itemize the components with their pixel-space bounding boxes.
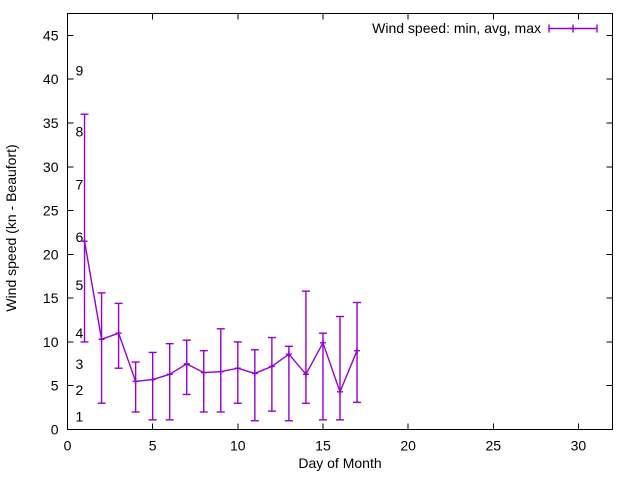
data-point-day-3 (115, 330, 122, 337)
beaufort-label-8: 8 (76, 124, 84, 140)
beaufort-label-3: 3 (76, 356, 84, 372)
errorbar-day-14 (301, 290, 310, 404)
errorbar-day-4 (131, 361, 140, 413)
beaufort-label-2: 2 (76, 382, 84, 398)
data-point-day-4 (132, 378, 139, 385)
data-point-day-1 (81, 238, 88, 245)
data-point-day-11 (251, 370, 258, 377)
y-tick-label-5: 25 (43, 203, 59, 219)
y-tick-label-1: 5 (51, 378, 59, 394)
x-tick-label-4: 20 (400, 438, 416, 454)
beaufort-label-4: 4 (76, 325, 84, 341)
legend-line-sample (548, 24, 598, 33)
legend-label: Wind speed: min, avg, max (372, 20, 541, 36)
x-tick-label-0: 0 (64, 438, 72, 454)
data-point-day-15 (319, 339, 326, 346)
beaufort-label-1: 1 (76, 408, 84, 424)
y-tick-label-8: 40 (43, 71, 59, 87)
data-point-day-8 (200, 369, 207, 376)
y-tick-label-3: 15 (43, 290, 59, 306)
errorbar-day-15 (318, 332, 327, 421)
data-point-day-9 (217, 368, 224, 375)
errorbar-day-10 (233, 341, 242, 404)
data-point-day-2 (98, 336, 105, 343)
errorbar-day-13 (284, 345, 293, 422)
beaufort-label-5: 5 (76, 277, 84, 293)
x-tick-label-5: 25 (485, 438, 501, 454)
y-tick-label-7: 35 (43, 115, 59, 131)
beaufort-scale-labels: 1 2 3 4 5 6 7 8 9 (76, 62, 84, 424)
x-tick-label-3: 15 (315, 438, 331, 454)
y-tick-label-6: 30 (43, 159, 59, 175)
y-tick-label-0: 0 (51, 422, 59, 438)
x-tick-label-2: 10 (230, 438, 246, 454)
legend: Wind speed: min, avg, max (372, 20, 598, 36)
errorbar-day-5 (148, 351, 157, 421)
errorbar-day-1 (80, 113, 89, 343)
data-point-day-7 (183, 360, 190, 367)
y-axis-title: Wind speed (kn - Beaufort) (3, 144, 19, 311)
errorbar-day-8 (199, 349, 208, 413)
data-point-day-12 (268, 363, 275, 370)
data-series-wind-speed (80, 113, 362, 422)
beaufort-label-9: 9 (76, 62, 84, 78)
errorbar-day-6 (165, 342, 174, 421)
data-point-day-16 (337, 388, 343, 395)
data-point-day-6 (166, 371, 173, 378)
plot-frame (67, 13, 613, 430)
errorbar-day-2 (97, 292, 106, 404)
errorbar-day-16 (336, 315, 344, 421)
errorbar-day-12 (267, 336, 276, 412)
data-point-day-5 (149, 376, 156, 383)
beaufort-label-7: 7 (76, 176, 84, 192)
y-tick-label-4: 20 (43, 246, 59, 262)
beaufort-label-6: 6 (76, 229, 84, 245)
x-tick-label-1: 5 (149, 438, 157, 454)
data-point-day-10 (234, 365, 241, 372)
x-axis: 0 5 10 15 20 25 30 (64, 13, 587, 454)
data-point-day-13 (285, 351, 292, 358)
y-tick-label-9: 45 (43, 27, 59, 43)
x-tick-label-6: 30 (571, 438, 587, 454)
y-tick-label-2: 10 (43, 334, 59, 350)
x-axis-title: Day of Month (298, 455, 381, 471)
data-point-day-17 (354, 347, 361, 354)
errorbar-day-7 (182, 339, 191, 396)
errorbar-day-11 (250, 349, 259, 422)
data-point-day-14 (302, 371, 309, 378)
